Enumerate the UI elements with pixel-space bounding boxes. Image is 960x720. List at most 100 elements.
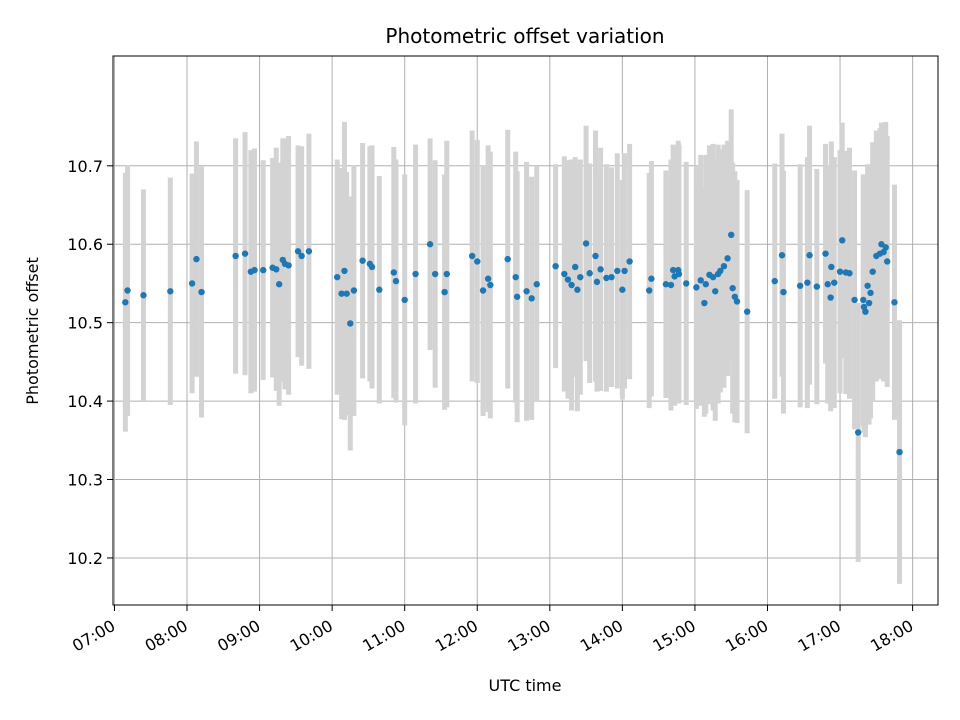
data-point	[683, 280, 690, 287]
data-point	[827, 294, 834, 301]
data-point	[341, 267, 348, 275]
data-point	[198, 288, 205, 296]
data-point	[720, 262, 728, 270]
y-tick-label: 10.5	[67, 314, 103, 333]
data-point	[376, 286, 383, 293]
data-point	[733, 298, 741, 305]
data-point	[298, 252, 305, 260]
data-point	[702, 281, 710, 288]
data-point	[621, 267, 628, 275]
data-point	[552, 262, 559, 270]
data-point	[648, 275, 655, 282]
data-point	[347, 320, 354, 327]
data-point	[368, 263, 376, 271]
data-point	[729, 284, 736, 292]
data-point	[724, 255, 731, 262]
data-point	[778, 252, 786, 259]
data-point	[882, 244, 889, 251]
data-point	[513, 293, 521, 300]
data-point	[860, 296, 867, 304]
data-point	[614, 267, 621, 275]
data-point	[728, 231, 735, 239]
y-tick-label: 10.2	[67, 549, 103, 568]
data-point	[188, 280, 196, 287]
data-point	[512, 273, 519, 281]
data-point	[412, 270, 419, 278]
data-point	[338, 290, 345, 297]
data-point	[743, 308, 751, 315]
data-point	[608, 273, 615, 281]
data-point	[836, 268, 844, 275]
data-point	[528, 295, 535, 302]
data-point	[693, 284, 700, 291]
data-point	[646, 287, 653, 294]
data-point	[479, 287, 487, 294]
data-point	[839, 237, 846, 244]
data-point	[390, 269, 398, 276]
data-point	[662, 281, 670, 288]
data-point	[701, 299, 708, 307]
data-point	[667, 281, 675, 289]
data-point	[780, 288, 787, 296]
data-point	[285, 262, 292, 269]
y-tick-label: 10.7	[67, 157, 103, 176]
data-point	[334, 273, 341, 281]
data-point	[675, 270, 683, 278]
data-point	[813, 283, 821, 290]
data-point	[568, 281, 575, 289]
data-point	[122, 299, 129, 306]
data-point	[603, 274, 610, 282]
data-point	[577, 273, 584, 281]
data-point	[241, 250, 249, 257]
chart-title: Photometric offset variation	[385, 24, 664, 48]
data-point	[484, 275, 492, 282]
data-point	[504, 255, 511, 263]
data-point	[804, 279, 811, 286]
data-point	[854, 429, 862, 436]
y-axis-ticks: 10.2 10.3 10.4 10.5 10.6 10.7	[67, 157, 113, 568]
data-point	[597, 266, 604, 273]
data-point	[891, 299, 898, 306]
data-point	[828, 263, 835, 271]
data-point	[884, 258, 891, 265]
data-point	[593, 278, 601, 286]
data-point	[251, 266, 258, 274]
data-point	[869, 268, 876, 275]
data-point	[124, 287, 131, 294]
data-point	[392, 277, 400, 285]
data-point	[443, 270, 450, 278]
data-point	[275, 281, 283, 288]
data-point	[426, 241, 434, 248]
data-point	[167, 288, 174, 295]
data-point	[273, 266, 280, 273]
data-point	[771, 277, 778, 285]
data-point	[193, 255, 200, 263]
data-point	[851, 296, 858, 304]
data-point	[259, 266, 267, 274]
data-point	[865, 299, 873, 307]
data-point	[343, 290, 350, 297]
data-point	[867, 289, 874, 297]
data-point	[669, 266, 677, 274]
data-point	[619, 286, 626, 293]
data-point	[523, 288, 530, 295]
data-point	[561, 270, 568, 278]
data-point	[294, 248, 302, 255]
data-point	[533, 281, 540, 288]
plot-frame	[112, 55, 939, 606]
data-point	[864, 282, 871, 289]
data-point	[796, 282, 804, 289]
data-point	[717, 267, 724, 275]
data-point	[468, 252, 476, 260]
data-point	[564, 276, 572, 283]
data-point	[586, 270, 593, 277]
data-point	[474, 258, 481, 265]
data-point	[232, 252, 239, 260]
data-point	[806, 252, 813, 259]
data-point	[359, 257, 366, 264]
data-point	[487, 281, 494, 289]
data-point	[574, 286, 581, 293]
data-point	[846, 270, 853, 277]
data-point	[824, 281, 831, 288]
